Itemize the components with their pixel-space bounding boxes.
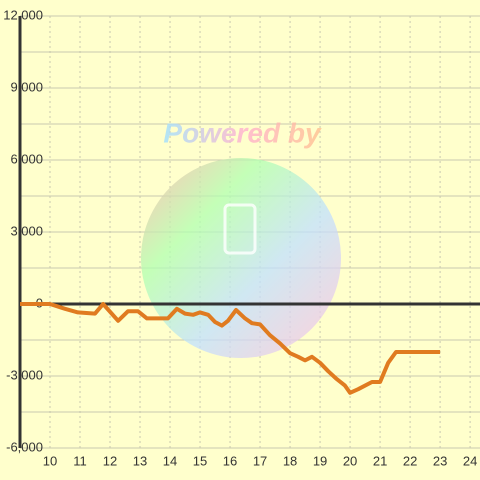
watermark: Powered by xyxy=(163,117,322,148)
y-tick-label: 6,000 xyxy=(10,151,43,166)
x-tick-label: 12 xyxy=(103,453,117,468)
x-tick-label: 19 xyxy=(313,453,327,468)
x-tick-label: 18 xyxy=(283,453,297,468)
watermark-icon xyxy=(223,203,257,255)
x-tick-label: 17 xyxy=(253,453,267,468)
line-series xyxy=(20,302,441,395)
x-tick-label: 14 xyxy=(163,453,177,468)
y-tick-label: 12,000 xyxy=(3,7,43,22)
x-tick-label: 11 xyxy=(73,453,87,468)
x-tick-label: 10 xyxy=(43,453,57,468)
x-tick-label: 24 xyxy=(463,453,477,468)
watermark-logo xyxy=(141,158,341,358)
x-tick-label: 21 xyxy=(373,453,387,468)
x-tick-label: 15 xyxy=(193,453,207,468)
y-tick-label: -6,000 xyxy=(6,439,43,454)
x-tick-label: 22 xyxy=(403,453,417,468)
y-tick-label: 9,000 xyxy=(10,79,43,94)
y-tick-label: 3,000 xyxy=(10,223,43,238)
y-tick-label: -3,000 xyxy=(6,367,43,382)
x-tick-label: 23 xyxy=(433,453,447,468)
x-tick-label: 13 xyxy=(133,453,147,468)
x-tick-label: 20 xyxy=(343,453,357,468)
x-tick-label: 16 xyxy=(223,453,237,468)
